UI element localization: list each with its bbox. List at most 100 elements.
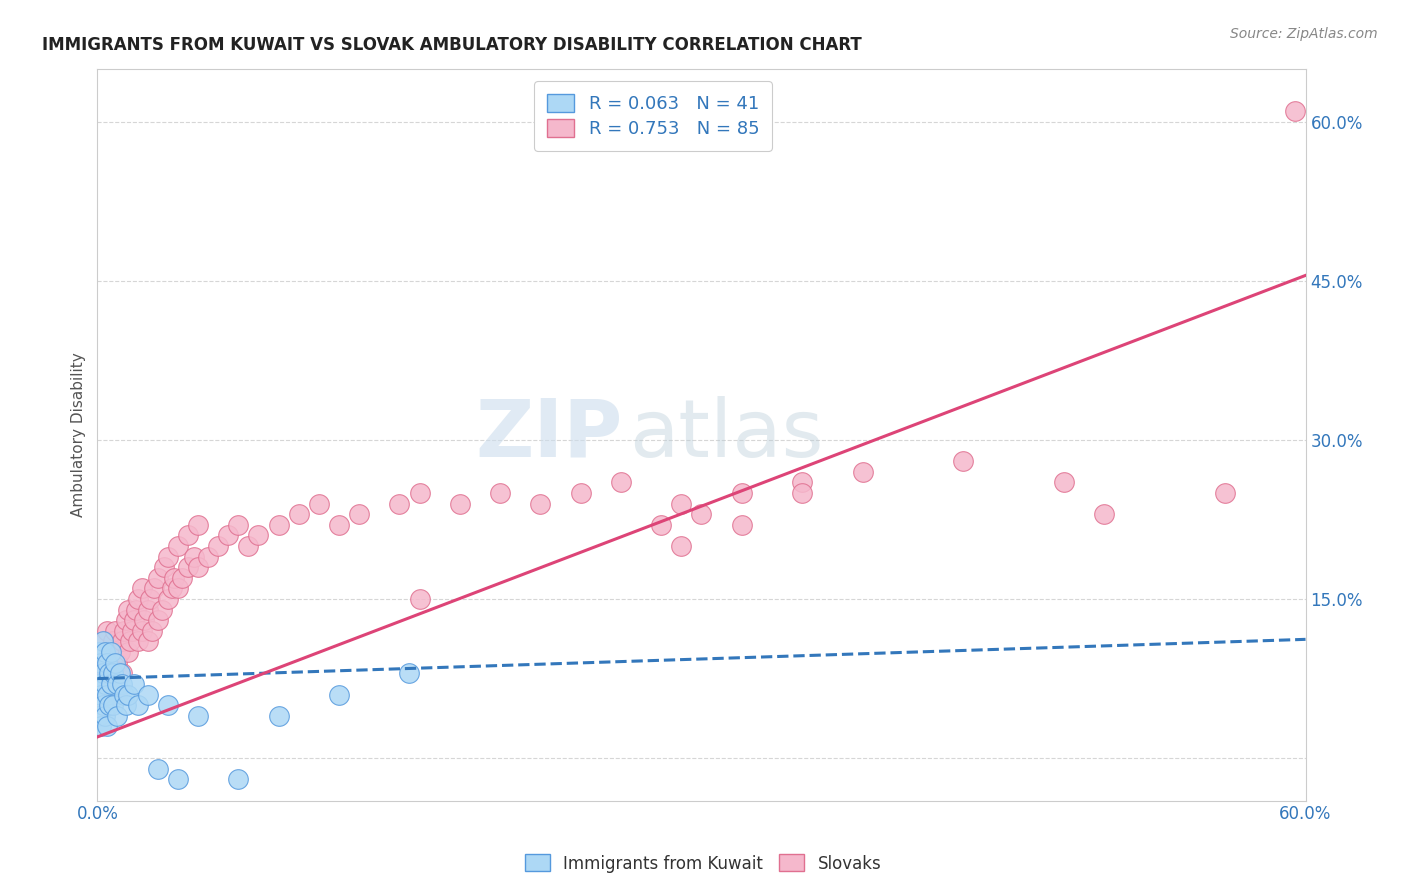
Point: [110, 666, 132, 681]
Point: [118, 634, 141, 648]
Point: [107, 708, 129, 723]
Point: [122, 613, 145, 627]
Point: [136, 634, 159, 648]
Point: [94, 677, 117, 691]
Point: [93, 698, 115, 713]
Point: [122, 677, 145, 691]
Point: [226, 517, 249, 532]
Point: [328, 517, 350, 532]
Point: [167, 772, 190, 787]
Point: [247, 528, 270, 542]
Point: [150, 602, 173, 616]
Point: [93, 634, 115, 648]
Point: [93, 666, 115, 681]
Point: [100, 677, 122, 691]
Point: [98, 656, 121, 670]
Point: [112, 624, 135, 638]
Text: ZIP: ZIP: [475, 395, 623, 474]
Point: [100, 677, 122, 691]
Point: [187, 517, 209, 532]
Point: [238, 539, 260, 553]
Point: [156, 698, 179, 713]
Point: [690, 507, 713, 521]
Point: [610, 475, 633, 490]
Point: [146, 762, 169, 776]
Point: [100, 645, 122, 659]
Point: [408, 592, 430, 607]
Point: [90, 656, 112, 670]
Point: [142, 582, 165, 596]
Point: [160, 582, 183, 596]
Y-axis label: Ambulatory Disability: Ambulatory Disability: [72, 352, 86, 517]
Point: [131, 582, 153, 596]
Point: [93, 645, 115, 659]
Point: [107, 656, 129, 670]
Point: [117, 645, 139, 659]
Point: [347, 507, 370, 521]
Point: [98, 698, 121, 713]
Point: [790, 475, 813, 490]
Point: [103, 666, 125, 681]
Point: [94, 634, 117, 648]
Point: [671, 539, 693, 553]
Point: [141, 624, 163, 638]
Point: [104, 656, 127, 670]
Point: [163, 571, 186, 585]
Point: [177, 528, 200, 542]
Point: [388, 497, 411, 511]
Point: [96, 666, 118, 681]
Point: [146, 571, 169, 585]
Point: [170, 571, 193, 585]
Point: [187, 708, 209, 723]
Text: atlas: atlas: [628, 395, 824, 474]
Point: [529, 497, 551, 511]
Point: [267, 517, 290, 532]
Point: [851, 465, 873, 479]
Point: [90, 656, 112, 670]
Point: [731, 517, 754, 532]
Point: [187, 560, 209, 574]
Point: [124, 602, 146, 616]
Point: [127, 634, 149, 648]
Point: [90, 719, 112, 733]
Point: [96, 656, 118, 670]
Point: [108, 645, 131, 659]
Point: [127, 592, 149, 607]
Point: [110, 677, 132, 691]
Point: [287, 507, 309, 521]
Point: [153, 560, 176, 574]
Point: [449, 497, 471, 511]
Point: [569, 486, 592, 500]
Point: [167, 582, 190, 596]
Point: [207, 539, 229, 553]
Point: [1284, 103, 1306, 118]
Point: [94, 645, 117, 659]
Point: [90, 688, 112, 702]
Point: [167, 539, 190, 553]
Point: [156, 592, 179, 607]
Point: [1213, 486, 1236, 500]
Point: [1053, 475, 1076, 490]
Point: [89, 677, 111, 691]
Point: [87, 677, 110, 691]
Text: IMMIGRANTS FROM KUWAIT VS SLOVAK AMBULATORY DISABILITY CORRELATION CHART: IMMIGRANTS FROM KUWAIT VS SLOVAK AMBULAT…: [42, 36, 862, 54]
Point: [136, 602, 159, 616]
Point: [96, 688, 118, 702]
Point: [127, 698, 149, 713]
Point: [308, 497, 330, 511]
Point: [107, 677, 129, 691]
Point: [117, 688, 139, 702]
Point: [408, 486, 430, 500]
Point: [96, 624, 118, 638]
Point: [267, 708, 290, 723]
Point: [138, 592, 160, 607]
Point: [114, 613, 136, 627]
Legend: Immigrants from Kuwait, Slovaks: Immigrants from Kuwait, Slovaks: [517, 847, 889, 880]
Point: [146, 613, 169, 627]
Point: [952, 454, 974, 468]
Point: [197, 549, 219, 564]
Point: [112, 688, 135, 702]
Point: [131, 624, 153, 638]
Point: [96, 719, 118, 733]
Point: [650, 517, 672, 532]
